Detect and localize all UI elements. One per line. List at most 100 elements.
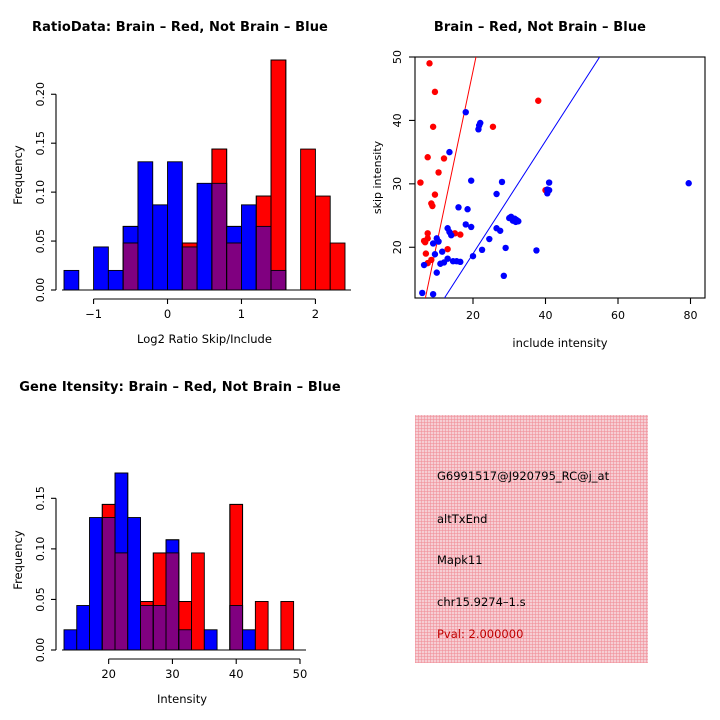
y-tick-label: 0.00 [34, 278, 47, 303]
point-not-brain [486, 235, 493, 243]
svg-ratio-bars [63, 59, 346, 291]
point-not-brain [498, 178, 506, 186]
point-not-brain [433, 269, 440, 276]
x-tick-label: 20 [466, 309, 480, 322]
point-brain [421, 238, 429, 246]
x-tick-label: 2 [312, 307, 319, 321]
x-tick-label: 40 [539, 309, 553, 322]
probe-info-box: G6991517@J920795_RC@j_at altTxEnd Mapk11… [415, 415, 648, 663]
point-not-brain [478, 246, 486, 253]
hist-bar-not-brain [241, 204, 257, 291]
y-tick-label: 0.05 [34, 587, 47, 612]
hist-bar-not-brain [107, 269, 124, 291]
point-not-brain [420, 261, 428, 269]
hist-bar-brain [280, 601, 295, 651]
x-tick-label: 1 [238, 307, 245, 321]
locus-text: chr15.9274–1.s [437, 595, 526, 609]
panel-intensity-scatter: Brain – Red, Not Brain – Blue 20 30 40 50 sk… [360, 0, 720, 360]
hist-bar-overlap [178, 629, 193, 651]
point-not-brain [512, 218, 519, 226]
gene-symbol-text: Mapk11 [437, 553, 483, 567]
ratio-histogram-plot: 0.00 0.05 0.10 0.15 0.20 Frequency −1 0 1 2 Log2 R… [11, 59, 351, 346]
hist-bar-not-brain [63, 269, 80, 291]
point-brain [424, 154, 431, 161]
y-tick-label: 30 [391, 177, 404, 191]
x-tick-label: −1 [85, 307, 102, 321]
scatter-points [417, 60, 692, 298]
point-not-brain [506, 214, 513, 222]
point-not-brain [544, 190, 551, 197]
point-not-brain [429, 290, 437, 298]
y-tick-label: 50 [391, 50, 404, 64]
svg-gene-axes: 0.00 0.05 0.10 0.15 Frequency 20 30 40 50 Intensi… [11, 486, 307, 706]
gene-histogram-plot: 0.00 0.05 0.10 0.15 Frequency 20 30 40 50 Intensi… [11, 472, 307, 706]
panel-probe-info: G6991517@J920795_RC@j_at altTxEnd Mapk11… [360, 360, 720, 720]
svg-gene-bars [63, 472, 295, 651]
point-not-brain [502, 244, 509, 252]
point-not-brain [475, 122, 483, 129]
panel-ratio-histogram: RatioData: Brain – Red, Not Brain – Blue… [0, 0, 360, 360]
hist-bar-overlap [101, 517, 116, 651]
pval-text: Pval: 2.000000 [437, 627, 524, 641]
hist-bar-not-brain [76, 605, 90, 651]
hist-bar-overlap [226, 242, 242, 291]
hist-bar-not-brain [93, 246, 109, 291]
point-brain [424, 230, 431, 237]
y-tick-label: 0.15 [34, 131, 47, 156]
hist-bar-overlap [229, 605, 244, 651]
point-brain [429, 202, 436, 210]
point-brain [457, 231, 464, 238]
y-tick-label: 0.20 [34, 82, 47, 107]
hist-bar-overlap [152, 605, 167, 651]
x-axis-label: Intensity [157, 692, 207, 706]
hist-bar-not-brain [89, 517, 103, 651]
x-tick-label: 50 [293, 667, 308, 681]
hist-bar-brain [191, 552, 205, 651]
point-not-brain [437, 260, 444, 267]
x-tick-label: 40 [229, 667, 244, 681]
y-tick-label: 0.05 [34, 229, 47, 254]
y-tick-label: 40 [391, 113, 404, 127]
point-brain [489, 123, 497, 130]
point-not-brain [467, 223, 475, 231]
hist-bar-overlap [114, 552, 129, 651]
y-tick-label: 0.15 [34, 486, 47, 511]
point-not-brain [462, 221, 469, 228]
point-not-brain [462, 108, 469, 116]
x-axis-label: include intensity [512, 336, 607, 350]
point-not-brain [685, 180, 692, 187]
hist-bar-not-brain [203, 629, 218, 651]
x-tick-label: 30 [165, 667, 180, 681]
ratio-histogram-title: RatioData: Brain – Red, Not Brain – Blue [32, 20, 328, 35]
x-tick-label: 0 [164, 307, 171, 321]
hist-bar-not-brain [63, 629, 78, 651]
point-not-brain [444, 255, 451, 262]
point-not-brain [469, 252, 477, 260]
point-not-brain [467, 177, 475, 184]
x-tick-label: 60 [611, 309, 625, 322]
x-tick-label: 20 [101, 667, 116, 681]
hist-bar-not-brain [242, 629, 256, 651]
hist-bar-not-brain [196, 182, 213, 291]
point-brain [431, 191, 439, 198]
point-brain [431, 88, 439, 96]
point-brain [444, 245, 451, 253]
point-brain [426, 60, 433, 67]
hist-bar-overlap [255, 225, 272, 291]
point-not-brain [419, 289, 426, 297]
point-not-brain [446, 148, 453, 156]
plot-frame [414, 56, 706, 299]
point-brain [422, 250, 430, 257]
scatter-title: Brain – Red, Not Brain – Blue [433, 20, 647, 35]
hist-bar-brain [314, 195, 331, 291]
point-not-brain [493, 190, 500, 198]
y-tick-label: 0.00 [34, 638, 47, 663]
hist-bar-overlap [122, 242, 139, 291]
point-brain [435, 169, 442, 176]
hist-bar-overlap [181, 246, 198, 291]
point-not-brain [464, 206, 471, 213]
panel-gene-histogram: Gene Itensity: Brain – Red, Not Brain – … [0, 360, 360, 720]
y-tick-label: 0.10 [34, 180, 47, 205]
hist-bar-overlap [270, 269, 287, 291]
